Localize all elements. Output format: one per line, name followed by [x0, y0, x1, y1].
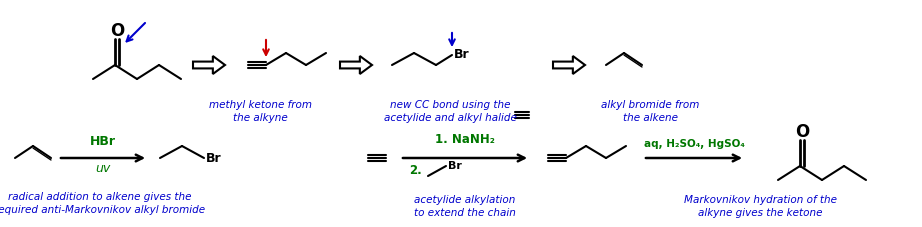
Polygon shape [553, 56, 585, 74]
Text: 2.: 2. [409, 165, 422, 178]
Text: methyl ketone from
the alkyne: methyl ketone from the alkyne [208, 100, 312, 123]
Text: O: O [795, 123, 810, 141]
Text: aq, H₂SO₄, HgSO₄: aq, H₂SO₄, HgSO₄ [644, 139, 744, 149]
Polygon shape [340, 56, 372, 74]
Text: Br: Br [448, 161, 462, 171]
Text: Markovnikov hydration of the
alkyne gives the ketone: Markovnikov hydration of the alkyne give… [683, 195, 836, 218]
Text: O: O [110, 22, 124, 40]
Text: acetylide alkylation
to extend the chain: acetylide alkylation to extend the chain [414, 195, 516, 218]
Text: alkyl bromide from
the alkene: alkyl bromide from the alkene [601, 100, 699, 123]
Text: HBr: HBr [90, 135, 116, 148]
Text: 1. NaNH₂: 1. NaNH₂ [435, 133, 495, 146]
Text: Br: Br [206, 151, 221, 165]
Text: Br: Br [454, 49, 469, 62]
Text: uv: uv [95, 162, 111, 175]
Polygon shape [193, 56, 225, 74]
Text: radical addition to alkene gives the
required anti-Markovnikov alkyl bromide: radical addition to alkene gives the req… [0, 192, 206, 215]
Text: new CC bond using the
acetylide and alkyl halide: new CC bond using the acetylide and alky… [384, 100, 516, 123]
